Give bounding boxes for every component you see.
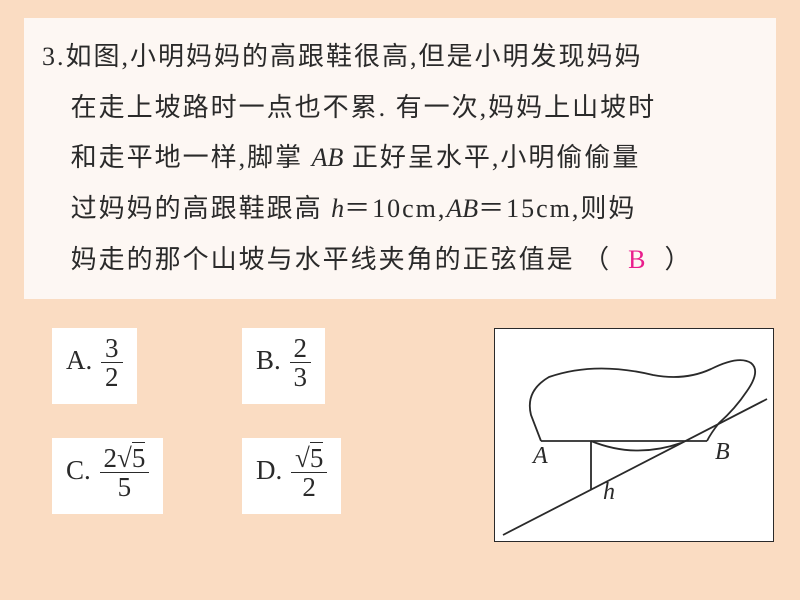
opt-c-frac: 2√5 5 [100,444,150,502]
option-a: A. 3 2 [52,328,137,404]
shoe-diagram-svg: A B h [495,329,773,541]
opt-c-num: 2√5 [100,444,150,472]
opt-c-den: 5 [100,472,150,501]
opt-d-num: √5 [291,444,327,472]
q-l2: 在走上坡路时一点也不累. 有一次,妈妈上山坡时 [71,93,657,122]
var-ab2: AB [446,194,478,223]
q-l3b: 正好呈水平,小明偷偷量 [343,143,640,172]
q-l1: 如图,小明妈妈的高跟鞋很高,但是小明发现妈妈 [66,42,643,71]
opt-b-den: 3 [290,362,312,391]
answer: B [628,245,647,274]
option-d: D. √5 2 [242,438,341,514]
q-l4b: 则妈 [580,194,636,223]
q-l3a: 和走平地一样,脚掌 [71,143,312,172]
opt-b-frac: 2 3 [290,334,312,392]
q-number: 3. [42,42,66,71]
q-l4a: 过妈妈的高跟鞋跟高 [71,194,332,223]
opt-a-label: A. [66,345,92,375]
option-b: B. 2 3 [242,328,325,404]
opt-d-label: D. [256,455,282,485]
opt-c-label: C. [66,455,91,485]
var-ab1: AB [312,143,344,172]
paren-open: （ [583,245,611,274]
label-B: B [715,439,730,465]
arch [591,441,681,451]
question-text: 3.如图,小明妈妈的高跟鞋很高,但是小明发现妈妈 在走上坡路时一点也不累. 有一… [42,32,758,285]
val-ab: ＝15cm, [478,194,580,223]
label-A: A [531,443,548,469]
var-h: h [331,194,344,223]
figure-shoe-slope: A B h [494,328,774,542]
opt-d-frac: √5 2 [291,444,327,502]
opt-d-den: 2 [291,472,327,501]
opt-a-num: 3 [101,334,123,362]
opt-a-frac: 3 2 [101,334,123,392]
val-h: ＝10cm, [344,194,446,223]
option-c: C. 2√5 5 [52,438,163,514]
label-h: h [603,479,615,505]
opt-b-label: B. [256,345,281,375]
question-box: 3.如图,小明妈妈的高跟鞋很高,但是小明发现妈妈 在走上坡路时一点也不累. 有一… [24,18,776,299]
paren-close: ） [664,245,692,274]
opt-b-num: 2 [290,334,312,362]
q-l5: 妈走的那个山坡与水平线夹角的正弦值是 [71,245,575,274]
opt-a-den: 2 [101,362,123,391]
shoe-outline [530,360,755,441]
